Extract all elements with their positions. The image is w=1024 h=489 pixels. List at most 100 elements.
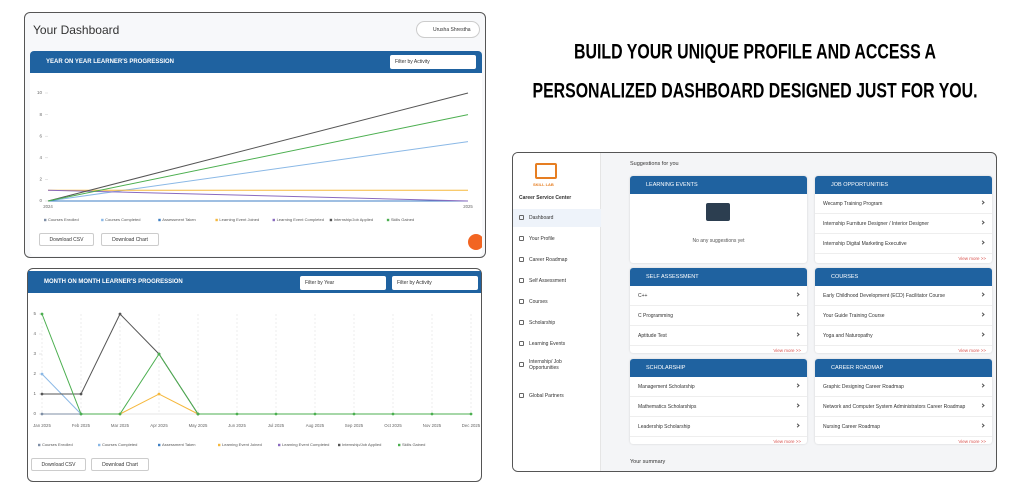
nav-item[interactable]: Learning Events bbox=[513, 335, 601, 353]
chevron bbox=[795, 312, 800, 317]
dashboard-title: Your Dashboard bbox=[33, 23, 120, 37]
chevron bbox=[795, 423, 800, 428]
nav-icon bbox=[519, 341, 524, 346]
card-item[interactable]: Network and Computer System Administrato… bbox=[815, 397, 992, 417]
item-label: Yoga and Naturopathy bbox=[823, 332, 873, 339]
view-more[interactable]: View more >> bbox=[958, 348, 986, 353]
view-more[interactable]: View more >> bbox=[958, 256, 986, 261]
item-label: Internship Furniture Designer / Interior… bbox=[823, 220, 929, 227]
logo-mark bbox=[535, 163, 557, 179]
nav-icon bbox=[519, 362, 524, 367]
nav-label: Global Partners bbox=[529, 393, 564, 399]
nav-icon bbox=[519, 236, 524, 241]
chevron bbox=[980, 383, 985, 388]
download-chart[interactable]: Download Chart bbox=[91, 458, 149, 471]
card-title: COURSES bbox=[831, 274, 859, 280]
nav-item[interactable]: Dashboard bbox=[513, 209, 601, 227]
item-label: Nursing Career Roadmap bbox=[823, 423, 880, 430]
chevron bbox=[795, 292, 800, 297]
item-label: C++ bbox=[638, 292, 648, 299]
nav-icon bbox=[519, 215, 524, 220]
summary-title: Your summary bbox=[630, 459, 666, 465]
download-csv[interactable]: Download CSV bbox=[39, 233, 94, 246]
headline: BUILD YOUR UNIQUE PROFILE AND ACCESS A P… bbox=[533, 41, 978, 103]
view-more[interactable]: View more >> bbox=[773, 439, 801, 444]
filter-select[interactable]: Filter by Year bbox=[300, 276, 386, 290]
item-label: Early Childhood Development (ECD) Facili… bbox=[823, 292, 945, 299]
card-title: CAREER ROADMAP bbox=[831, 365, 884, 371]
suggestion-card: LEARNING EVENTS No any suggestions yet bbox=[630, 176, 807, 263]
nav-item[interactable]: Your Profile bbox=[513, 230, 601, 248]
center-name: Career Service Center bbox=[519, 195, 572, 201]
card-title: SELF ASSESSMENT bbox=[646, 274, 699, 280]
nav-label: Learning Events bbox=[529, 341, 566, 347]
item-label: Management Scholarship bbox=[638, 383, 695, 390]
card-item[interactable]: Wecamp Training Program bbox=[815, 194, 992, 214]
nav-label: Career Roadmap bbox=[529, 257, 568, 263]
view-more[interactable]: View more >> bbox=[958, 439, 986, 444]
card-header: JOB OPPORTUNITIES bbox=[815, 176, 992, 194]
headline-line: BUILD YOUR UNIQUE PROFILE AND ACCESS A bbox=[574, 41, 936, 64]
chart-card: YEAR ON YEAR LEARNER'S PROGRESSION Downl… bbox=[30, 51, 482, 256]
chevron bbox=[980, 240, 985, 245]
item-label: Graphic Designing Career Roadmap bbox=[823, 383, 904, 390]
portal-panel: SKILL LAB Career Service Center Dashboar… bbox=[512, 152, 997, 472]
card-item[interactable]: C Programming bbox=[630, 306, 807, 326]
monthly-panel: MONTH ON MONTH LEARNER'S PROGRESSION Dow… bbox=[27, 268, 482, 482]
logo-text: SKILL LAB bbox=[533, 182, 554, 187]
card-title: LEARNING EVENTS bbox=[646, 182, 698, 188]
chart-title: YEAR ON YEAR LEARNER'S PROGRESSION bbox=[46, 59, 175, 65]
card-item[interactable]: Internship Furniture Designer / Interior… bbox=[815, 214, 992, 234]
filter-select[interactable]: Filter by Activity bbox=[390, 55, 476, 69]
chevron bbox=[980, 403, 985, 408]
card-header: LEARNING EVENTS bbox=[630, 176, 807, 194]
user-menu[interactable]: Urusha Shrestha bbox=[416, 21, 480, 38]
chat-button[interactable] bbox=[468, 234, 482, 250]
nav-item[interactable]: Courses bbox=[513, 293, 601, 311]
chart-title: MONTH ON MONTH LEARNER'S PROGRESSION bbox=[44, 279, 183, 285]
item-label: Aptitude Test bbox=[638, 332, 667, 339]
nav-label: Internship/ Job Opportunities bbox=[529, 359, 562, 371]
chevron bbox=[795, 383, 800, 388]
suggestion-card: CAREER ROADMAP Graphic Designing Career R… bbox=[815, 359, 992, 444]
suggestion-card: JOB OPPORTUNITIES Wecamp Training Program… bbox=[815, 176, 992, 263]
nav-label: Self Assessment bbox=[529, 278, 566, 284]
view-more[interactable]: View more >> bbox=[773, 348, 801, 353]
chevron bbox=[795, 332, 800, 337]
nav-item[interactable]: Scholarship bbox=[513, 314, 601, 332]
nav-item[interactable]: Career Roadmap bbox=[513, 251, 601, 269]
chevron bbox=[980, 220, 985, 225]
card-item[interactable]: Nursing Career Roadmap bbox=[815, 417, 992, 437]
nav-icon bbox=[519, 299, 524, 304]
card-item[interactable]: Graphic Designing Career Roadmap bbox=[815, 377, 992, 397]
user-name: Urusha Shrestha bbox=[433, 26, 471, 33]
filter-label: Filter by Activity bbox=[397, 280, 432, 286]
item-label: C Programming bbox=[638, 312, 674, 319]
button-label: Download CSV bbox=[49, 236, 84, 243]
nav-item[interactable]: Self Assessment bbox=[513, 272, 601, 290]
card-item[interactable]: C++ bbox=[630, 286, 807, 306]
item-label: Wecamp Training Program bbox=[823, 200, 883, 207]
card-item[interactable]: Early Childhood Development (ECD) Facili… bbox=[815, 286, 992, 306]
chevron bbox=[980, 332, 985, 337]
nav-label: Scholarship bbox=[529, 320, 556, 326]
card-item[interactable]: Aptitude Test bbox=[630, 326, 807, 346]
filter-select[interactable]: Filter by Activity bbox=[392, 276, 478, 290]
card-item[interactable]: Internship Digital Marketing Executive bbox=[815, 234, 992, 254]
card-item[interactable]: Your Guide Training Course bbox=[815, 306, 992, 326]
card-item[interactable]: Leadership Scholarship bbox=[630, 417, 807, 437]
chart-header: YEAR ON YEAR LEARNER'S PROGRESSION bbox=[30, 51, 482, 73]
nav-item[interactable]: Internship/ Job Opportunities bbox=[513, 356, 601, 374]
download-chart[interactable]: Download Chart bbox=[101, 233, 159, 246]
download-csv[interactable]: Download CSV bbox=[31, 458, 86, 471]
suggestions-title: Suggestions for you bbox=[630, 161, 679, 167]
card-item[interactable]: Yoga and Naturopathy bbox=[815, 326, 992, 346]
nav-label: Courses bbox=[529, 299, 548, 305]
card-item[interactable]: Management Scholarship bbox=[630, 377, 807, 397]
chevron bbox=[980, 200, 985, 205]
card-item[interactable]: Mathematics Scholarships bbox=[630, 397, 807, 417]
button-label: Download CSV bbox=[41, 461, 76, 468]
item-label: Leadership Scholarship bbox=[638, 423, 691, 430]
nav-item[interactable]: Global Partners bbox=[513, 387, 601, 405]
item-label: Mathematics Scholarships bbox=[638, 403, 697, 410]
